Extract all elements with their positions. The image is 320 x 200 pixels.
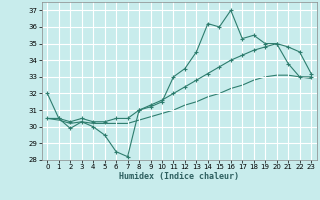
X-axis label: Humidex (Indice chaleur): Humidex (Indice chaleur) xyxy=(119,172,239,181)
